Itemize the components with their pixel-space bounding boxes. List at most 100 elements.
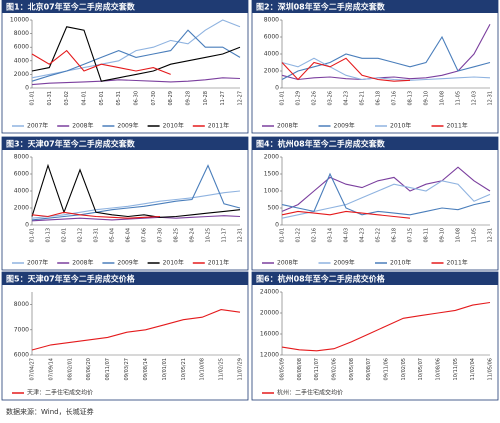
y-tick-label: 2000 bbox=[14, 71, 29, 78]
x-tick-label: 10-08 bbox=[440, 91, 446, 106]
panel-header bbox=[2, 0, 248, 13]
series-line bbox=[31, 215, 241, 222]
series-line bbox=[31, 49, 171, 75]
y-tick-label: 2000 bbox=[264, 68, 279, 75]
x-tick-label: 08-11 bbox=[424, 228, 430, 243]
x-tick-label: 07/04/27 bbox=[30, 358, 36, 380]
x-tick-label: 04-03 bbox=[344, 228, 350, 243]
x-tick-label: 08-25 bbox=[174, 228, 180, 243]
series-line bbox=[281, 24, 491, 81]
x-tick-label: 12-03 bbox=[472, 91, 478, 106]
x-tick-label: 03-02 bbox=[64, 91, 70, 106]
x-tick-label: 08-13 bbox=[408, 91, 414, 106]
x-tick-label: 02-26 bbox=[312, 91, 318, 106]
panel-frame bbox=[251, 271, 499, 401]
y-tick-label: 6000 bbox=[14, 352, 29, 359]
series-line bbox=[281, 172, 491, 216]
x-tick-label: 09-28 bbox=[186, 91, 192, 106]
panel-header bbox=[252, 272, 498, 285]
x-tick-label: 11-05 bbox=[456, 91, 462, 106]
x-tick-label: 10-08 bbox=[456, 228, 462, 243]
y-tick-label: 0 bbox=[275, 222, 279, 229]
y-tick-label: 4000 bbox=[14, 188, 29, 195]
x-tick-label: 07/09/14 bbox=[48, 358, 54, 380]
legend-label: 天津：二手住宅成交均价 bbox=[27, 389, 93, 397]
x-tick-label: 05-01 bbox=[99, 91, 105, 106]
x-tick-label: 12-31 bbox=[238, 228, 244, 243]
series-line bbox=[281, 180, 491, 219]
x-tick-label: 04-23 bbox=[344, 91, 350, 106]
panel-frame bbox=[1, 0, 249, 134]
x-tick-label: 07-16 bbox=[392, 91, 398, 106]
y-tick-label: 0 bbox=[275, 85, 279, 92]
series-line bbox=[281, 57, 491, 81]
x-tick-label: 08/11/07 bbox=[314, 358, 320, 380]
y-tick-label: 8000 bbox=[14, 30, 29, 37]
legend-label: 2009年 bbox=[334, 122, 355, 130]
x-tick-label: 10/05/07 bbox=[418, 358, 424, 380]
legend-label: 2011年 bbox=[208, 259, 229, 267]
x-tick-label: 08/08/08 bbox=[297, 358, 303, 380]
x-tick-label: 09-10 bbox=[424, 91, 430, 106]
legend-label: 2010年 bbox=[163, 259, 184, 267]
chart-title: 图4：杭州08年至今二手房成交套数 bbox=[256, 139, 386, 149]
y-tick-label: 20000 bbox=[260, 310, 279, 317]
x-tick-label: 02-16 bbox=[312, 228, 318, 243]
x-tick-label: 09/08/07 bbox=[366, 358, 372, 380]
x-tick-label: 06-04 bbox=[126, 228, 132, 243]
y-tick-label: 16000 bbox=[260, 331, 279, 338]
series-line bbox=[281, 57, 411, 82]
x-tick-label: 07-15 bbox=[408, 228, 414, 243]
x-tick-label: 12-27 bbox=[238, 91, 244, 106]
y-tick-label: 500 bbox=[268, 205, 280, 212]
series-line bbox=[31, 26, 241, 82]
x-tick-label: 01-01 bbox=[280, 228, 286, 243]
y-tick-label: 10000 bbox=[10, 17, 29, 24]
x-tick-label: 12-31 bbox=[488, 91, 494, 106]
x-tick-label: 11/05/06 bbox=[488, 358, 494, 380]
chart-title: 图2：深圳08年至今二手房成交套数 bbox=[256, 2, 386, 12]
x-tick-label: 09/05/08 bbox=[349, 358, 355, 380]
x-tick-label: 11/07/29 bbox=[238, 358, 244, 380]
panel-frame bbox=[251, 136, 499, 271]
x-tick-label: 10/02/05 bbox=[401, 358, 407, 380]
y-tick-label: 0 bbox=[25, 222, 29, 229]
y-tick-label: 24000 bbox=[260, 289, 279, 296]
series-line bbox=[281, 35, 491, 80]
x-tick-label: 10-28 bbox=[203, 91, 209, 106]
series-line bbox=[31, 309, 241, 351]
y-tick-label: 4000 bbox=[264, 51, 279, 58]
legend-label: 2010年 bbox=[163, 122, 184, 130]
y-tick-label: 8000 bbox=[264, 17, 279, 24]
x-tick-label: 05-22 bbox=[376, 228, 382, 243]
legend-label: 2010年 bbox=[390, 259, 411, 267]
legend-label: 2011年 bbox=[447, 259, 468, 267]
chart-title: 图1：北京07年至今二手房成交套数 bbox=[6, 2, 136, 12]
x-tick-label: 10-25 bbox=[206, 228, 212, 243]
x-tick-label: 07-06 bbox=[142, 228, 148, 243]
panel-frame bbox=[1, 136, 249, 271]
x-tick-label: 07-30 bbox=[158, 228, 164, 243]
y-tick-label: 1500 bbox=[264, 171, 279, 178]
x-tick-label: 01-01 bbox=[30, 228, 36, 243]
x-tick-label: 11-17 bbox=[222, 228, 228, 243]
legend-label: 杭州：二手住宅成交均价 bbox=[277, 389, 343, 397]
panel-header bbox=[252, 137, 498, 150]
y-tick-label: 6000 bbox=[14, 171, 29, 178]
series-line bbox=[31, 190, 241, 219]
x-tick-label: 08/06/20 bbox=[86, 358, 92, 380]
x-tick-label: 08/05/09 bbox=[280, 358, 286, 380]
x-tick-label: 11/02/25 bbox=[219, 358, 225, 380]
x-tick-label: 12-31 bbox=[488, 228, 494, 243]
legend-label: 2008年 bbox=[277, 122, 298, 130]
legend-label: 2011年 bbox=[447, 122, 468, 130]
x-tick-label: 01-29 bbox=[296, 91, 302, 106]
panel-frame bbox=[251, 0, 499, 134]
series-line bbox=[31, 164, 241, 221]
y-tick-label: 4000 bbox=[14, 57, 29, 64]
x-tick-label: 04-01 bbox=[82, 91, 88, 106]
x-tick-label: 10/01/01 bbox=[162, 358, 168, 380]
chart-title: 图6：杭州08年至今二手房成交价格 bbox=[256, 274, 386, 284]
x-tick-label: 06-30 bbox=[134, 91, 140, 106]
